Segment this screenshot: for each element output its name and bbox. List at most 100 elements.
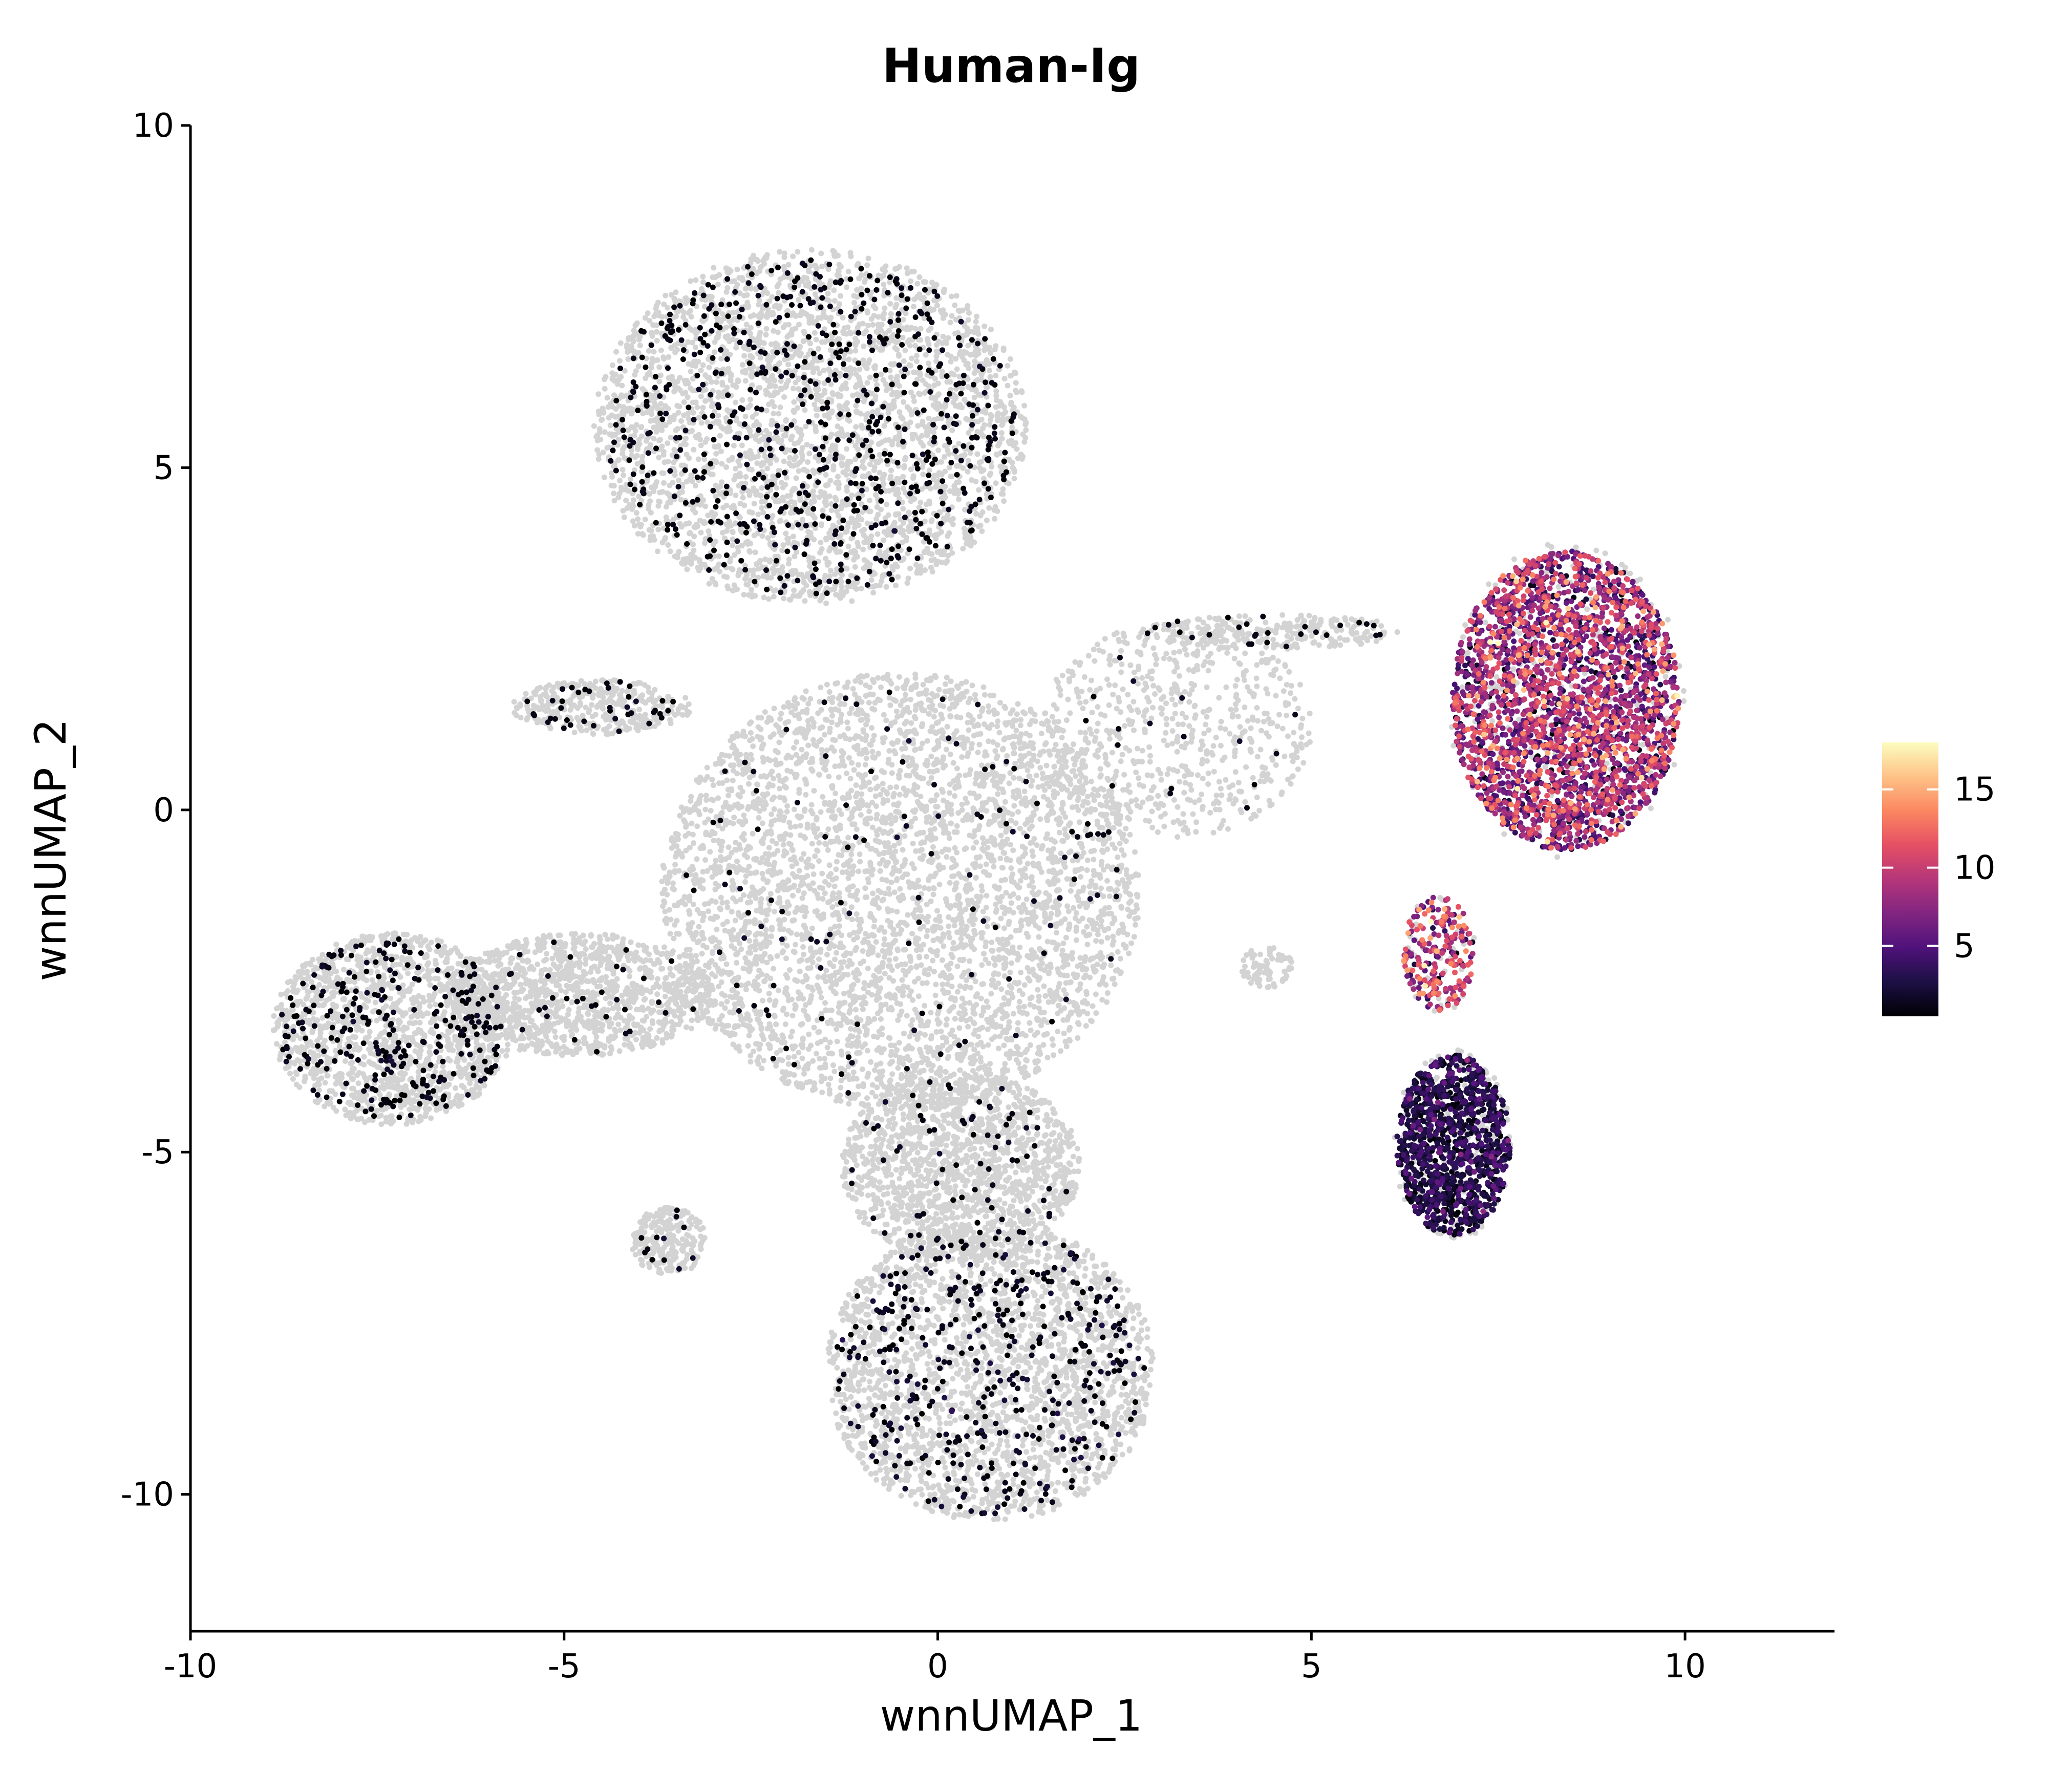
cell-point xyxy=(953,293,959,299)
cell-point xyxy=(933,674,939,680)
cell-point xyxy=(855,543,861,549)
cell-point xyxy=(696,415,702,421)
cell-point xyxy=(620,466,626,473)
cell-point xyxy=(799,278,805,284)
cell-point xyxy=(949,427,955,433)
chart-title: Human-Ig xyxy=(882,38,1140,93)
cell-point xyxy=(599,677,605,684)
cell-point xyxy=(769,399,775,405)
cell-point xyxy=(630,502,636,508)
cell-point xyxy=(648,330,654,336)
cell-point xyxy=(814,1051,819,1057)
cell-point xyxy=(999,422,1005,428)
cell-point xyxy=(961,357,967,364)
cell-point xyxy=(937,548,944,554)
cell-point xyxy=(810,366,817,372)
cell-point xyxy=(813,429,819,435)
cell-point xyxy=(1022,435,1029,441)
cell-point xyxy=(655,548,660,554)
cell-point xyxy=(908,412,914,418)
cell-point xyxy=(774,284,780,290)
cell-point xyxy=(682,295,688,302)
cell-point xyxy=(1022,845,1028,851)
cell-point xyxy=(998,401,1005,408)
cell-point xyxy=(763,313,770,319)
cell-point xyxy=(959,995,965,1001)
cell-point xyxy=(726,793,732,799)
cell-point xyxy=(771,588,777,594)
cell-point xyxy=(900,847,906,853)
cell-point xyxy=(988,412,994,418)
cell-point xyxy=(940,315,946,321)
cell-point xyxy=(679,489,685,495)
cell-point xyxy=(617,478,623,484)
cell-point xyxy=(870,890,876,897)
cell-point xyxy=(787,493,793,499)
cell-point xyxy=(955,330,961,336)
cell-point xyxy=(697,436,703,442)
cell-point xyxy=(818,250,824,257)
cell-point xyxy=(612,688,618,694)
cell-point xyxy=(682,695,689,701)
cell-point xyxy=(631,688,637,694)
cell-point xyxy=(875,322,881,328)
cell-point xyxy=(789,354,795,360)
cell-point xyxy=(831,249,838,255)
cell-point xyxy=(902,347,908,353)
cell-point xyxy=(802,407,808,413)
cell-point xyxy=(847,459,854,465)
cell-point xyxy=(931,969,937,975)
cell-point xyxy=(768,341,774,347)
cell-point xyxy=(681,399,687,405)
cell-point xyxy=(702,540,708,546)
cell-point xyxy=(975,331,982,337)
cell-point xyxy=(1018,970,1024,975)
cell-point xyxy=(920,464,926,471)
cell-point xyxy=(759,820,765,826)
cell-point xyxy=(988,350,994,356)
cell-point xyxy=(1025,767,1031,773)
cell-point xyxy=(1068,888,1074,894)
cell-point xyxy=(679,704,686,710)
cell-point xyxy=(826,689,833,695)
cell-point xyxy=(797,312,803,318)
cell-point xyxy=(696,557,702,563)
cell-point xyxy=(870,584,877,590)
cell-point xyxy=(604,395,610,401)
cell-point xyxy=(885,963,891,969)
cell-point xyxy=(628,411,634,417)
cell-point xyxy=(887,279,893,285)
cell-point xyxy=(780,1007,786,1013)
cell-point xyxy=(716,553,722,559)
cell-point xyxy=(806,589,813,595)
cell-point xyxy=(934,406,941,412)
cell-point xyxy=(763,391,769,397)
cell-point xyxy=(1006,438,1012,444)
cell-point xyxy=(763,326,770,332)
cell-point xyxy=(574,715,580,721)
cell-point xyxy=(931,476,936,482)
cell-point xyxy=(826,774,832,780)
cell-point xyxy=(986,709,992,715)
cell-point xyxy=(924,545,930,551)
cell-point xyxy=(949,550,955,556)
cell-point xyxy=(784,536,791,542)
cell-point xyxy=(700,497,706,503)
cell-point xyxy=(660,470,667,476)
cell-point xyxy=(924,433,930,438)
cell-point xyxy=(621,444,627,450)
cell-point xyxy=(1021,402,1028,409)
cell-point xyxy=(844,400,850,406)
cell-point xyxy=(623,486,629,493)
cell-point xyxy=(962,397,968,402)
cell-point xyxy=(1124,931,1130,937)
cell-point xyxy=(804,441,810,447)
cell-point xyxy=(749,587,755,593)
cell-point xyxy=(616,358,623,364)
cell-point xyxy=(786,460,792,466)
cell-point xyxy=(927,485,933,492)
cell-point xyxy=(866,808,872,815)
cell-point xyxy=(900,506,906,512)
cell-point xyxy=(1006,480,1012,486)
